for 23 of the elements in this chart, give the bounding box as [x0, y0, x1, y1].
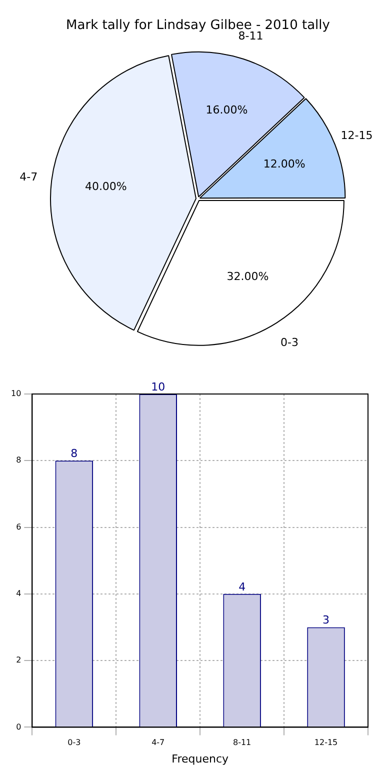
slice-label: 12-15	[340, 128, 373, 142]
y-tick-label: 6	[16, 522, 22, 532]
data-label: 12.00%	[263, 157, 306, 170]
x-axis-title: Frequency	[172, 752, 229, 766]
data-label: 4	[238, 580, 246, 594]
x-tick-label: 0-3	[68, 738, 81, 748]
data-label: 16.00%	[206, 103, 248, 116]
x-tick-label: 4-7	[152, 738, 165, 748]
y-tick-label: 8	[16, 456, 22, 465]
y-tick-label: 0	[16, 722, 22, 732]
x-tick-label: 8-11	[232, 738, 252, 748]
y-tick-label: 2	[16, 656, 22, 665]
data-label: 32.00%	[226, 270, 269, 284]
slice-label: 0-3	[280, 336, 298, 349]
data-label: 3	[322, 614, 330, 627]
slice-label: 4-7	[20, 170, 38, 184]
y-tick-label: 4	[16, 589, 22, 598]
y-tick-label: 10	[10, 389, 22, 398]
data-label: 8	[70, 447, 78, 460]
x-tick-label: 12-15	[314, 738, 338, 748]
data-label: 10	[151, 380, 166, 394]
data-label: 40.00%	[84, 180, 127, 194]
slice-label: 8-11	[238, 29, 264, 42]
